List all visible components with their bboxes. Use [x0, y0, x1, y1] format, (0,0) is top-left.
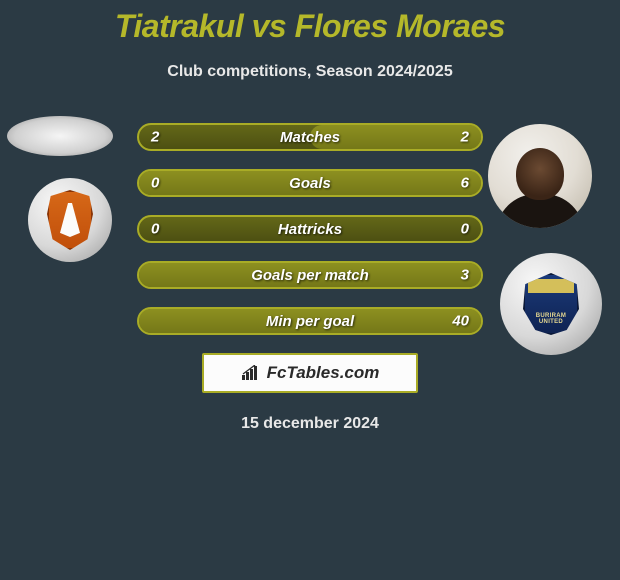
stat-label: Goals — [289, 175, 331, 192]
stat-label: Hattricks — [278, 221, 342, 238]
brand-label: FcTables.com — [267, 363, 380, 383]
stat-label: Matches — [280, 129, 340, 146]
page-title: Tiatrakul vs Flores Moraes — [0, 8, 620, 45]
stat-right-value: 0 — [461, 221, 469, 238]
brand-box[interactable]: FcTables.com — [202, 353, 418, 393]
comparison-card: Tiatrakul vs Flores Moraes Club competit… — [0, 0, 620, 433]
stat-left-value: 2 — [151, 129, 159, 146]
stat-row: Min per goal 40 — [137, 307, 483, 335]
stat-right-value: 40 — [452, 313, 469, 330]
stat-row: 0 Hattricks 0 — [137, 215, 483, 243]
brand-chart-icon — [241, 365, 261, 381]
stat-row: 2 Matches 2 — [137, 123, 483, 151]
stat-row: 0 Goals 6 — [137, 169, 483, 197]
stat-right-value: 2 — [461, 129, 469, 146]
date-label: 15 december 2024 — [0, 415, 620, 433]
stat-label: Goals per match — [251, 267, 369, 284]
subtitle: Club competitions, Season 2024/2025 — [0, 63, 620, 81]
stat-left-value: 0 — [151, 221, 159, 238]
stats-list: 2 Matches 2 0 Goals 6 0 Hattricks 0 Goals per mat… — [0, 123, 620, 335]
stat-label: Min per goal — [266, 313, 354, 330]
stat-left-value: 0 — [151, 175, 159, 192]
stat-row: Goals per match 3 — [137, 261, 483, 289]
stat-right-value: 6 — [461, 175, 469, 192]
stat-right-value: 3 — [461, 267, 469, 284]
